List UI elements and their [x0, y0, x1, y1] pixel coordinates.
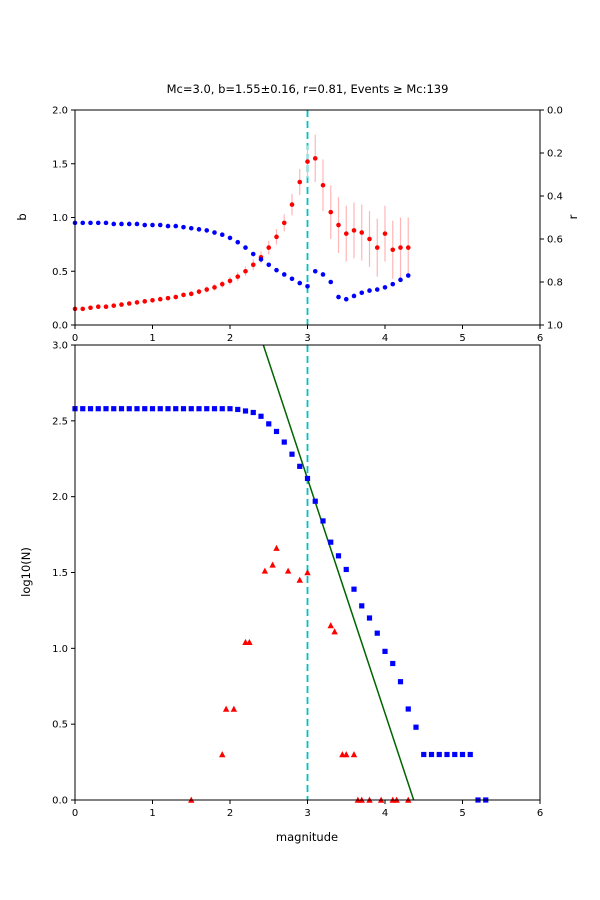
- y-tick-label: 0.5: [52, 720, 68, 731]
- x-tick-label: 6: [537, 808, 543, 819]
- x-tick-label: 1: [149, 333, 155, 344]
- binned-series: [188, 544, 412, 803]
- gr-fit-line: [262, 344, 415, 801]
- x-tick-label: 3: [304, 808, 310, 819]
- y-tick-label: 2.0: [52, 492, 68, 503]
- x-tick-label: 5: [459, 808, 465, 819]
- x-tick-label: 4: [382, 808, 388, 819]
- r-error-bars: [74, 134, 409, 310]
- x-tick-label: 0: [72, 808, 78, 819]
- plot-title: Mc=3.0, b=1.55±0.16, r=0.81, Events ≥ Mc…: [166, 82, 449, 96]
- y-tick-label: 1.0: [547, 321, 563, 332]
- y-tick-label: 0.0: [52, 321, 68, 332]
- x-tick-label: 2: [227, 333, 233, 344]
- x-tick-label: 5: [459, 333, 465, 344]
- bottom-y-axis-label: log10(N): [19, 547, 33, 597]
- y-tick-label: 1.5: [52, 568, 68, 579]
- x-tick-label: 6: [537, 333, 543, 344]
- y-axis-ticks-left: 0.0 0.5 1.0 1.5 2.0 2.5 3.0: [52, 341, 75, 807]
- top-right-axis-label: r: [566, 214, 580, 220]
- y-axis-ticks-right: 0.0 0.2 0.4 0.6 0.8 1.0: [540, 106, 563, 332]
- y-tick-label: 0.2: [547, 149, 563, 160]
- y-tick-label: 0.4: [547, 192, 563, 203]
- y-axis-ticks-left: 0.0 0.5 1.0 1.5 2.0: [52, 106, 75, 332]
- x-axis-ticks: 0 1 2 3 4 5 6: [72, 800, 543, 819]
- top-left-axis-label: b: [15, 213, 29, 221]
- x-tick-label: 0: [72, 333, 78, 344]
- y-tick-label: 3.0: [52, 341, 68, 352]
- cumulative-series: [72, 406, 489, 803]
- y-tick-label: 2.0: [52, 106, 68, 117]
- x-tick-label: 2: [227, 808, 233, 819]
- y-tick-label: 0.0: [52, 796, 68, 807]
- y-tick-label: 0.5: [52, 267, 68, 278]
- y-tick-label: 1.0: [52, 644, 68, 655]
- b-series: [72, 220, 411, 302]
- y-tick-label: 0.0: [547, 106, 563, 117]
- x-tick-label: 3: [304, 333, 310, 344]
- x-tick-label: 4: [382, 333, 388, 344]
- x-axis-ticks: 0 1 2 3 4 5 6: [72, 325, 543, 344]
- x-tick-label: 1: [149, 808, 155, 819]
- y-tick-label: 0.6: [547, 235, 563, 246]
- r-series: [72, 156, 411, 312]
- y-tick-label: 2.5: [52, 416, 68, 427]
- top-plot: 0 1 2 3 4 5 6 0.0 0.5 1.0 1.5 2.0 0.0 0.2 0.4 0.6 0.8 1.0: [52, 106, 563, 345]
- bottom-plot: 0 1 2 3 4 5 6 0.0 0.5 1.0 1.5 2.0 2.5 3.0: [52, 341, 543, 820]
- x-axis-label: magnitude: [275, 830, 339, 844]
- y-tick-label: 1.5: [52, 159, 68, 170]
- y-tick-label: 1.0: [52, 213, 68, 224]
- y-tick-label: 0.8: [547, 278, 563, 289]
